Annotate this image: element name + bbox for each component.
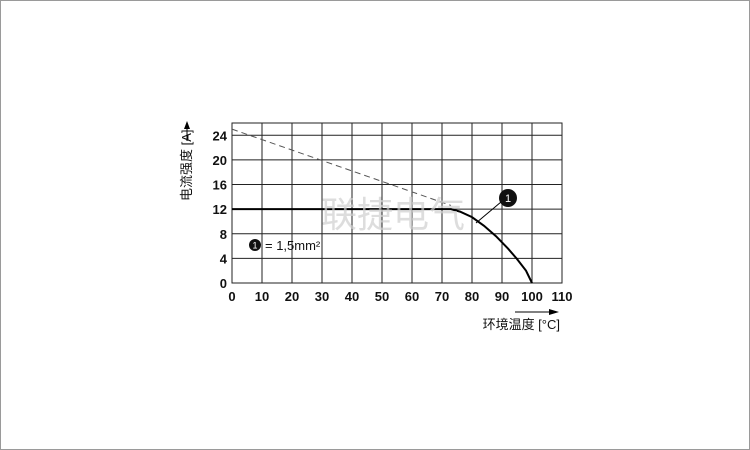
callout-marker	[499, 189, 517, 207]
x-tick-label: 30	[315, 289, 329, 304]
svg-text:电流强度 [A]: 电流强度 [A]	[179, 129, 194, 201]
callout-leader	[475, 201, 502, 224]
y-tick-label: 16	[213, 178, 227, 193]
y-tick-label: 8	[220, 227, 227, 242]
legend: 1 = 1,5mm²	[249, 238, 321, 253]
x-tick-label: 110	[552, 289, 573, 304]
x-tick-label: 60	[405, 289, 419, 304]
y-tick-label: 20	[213, 153, 227, 168]
x-tick-label: 90	[495, 289, 509, 304]
y-tick-label: 12	[213, 202, 227, 217]
x-tick-label: 20	[285, 289, 299, 304]
legend-marker-label: 1	[252, 241, 257, 251]
x-tick-label: 100	[521, 289, 543, 304]
x-tick-label: 70	[435, 289, 449, 304]
svg-text:环境温度 [°C]: 环境温度 [°C]	[483, 317, 560, 332]
y-tick-label: 24	[213, 128, 228, 143]
x-tick-label: 40	[345, 289, 359, 304]
x-tick-label: 80	[465, 289, 479, 304]
legend-text: = 1,5mm²	[265, 238, 321, 253]
y-axis-title: 电流强度 [A]	[179, 121, 194, 201]
callout-marker-label: 1	[505, 193, 511, 205]
derating-curve	[232, 208, 533, 284]
callout: 1	[475, 189, 517, 224]
dashed-limit-line	[231, 128, 452, 206]
x-tick-label: 0	[228, 289, 235, 304]
y-tick-label: 4	[220, 251, 228, 266]
legend-marker	[249, 239, 261, 251]
watermark: 联捷电气	[321, 194, 465, 235]
x-tick-label: 10	[255, 289, 269, 304]
y-tick-label: 0	[220, 276, 227, 291]
x-tick-label: 50	[375, 289, 389, 304]
x-axis-title: 环境温度 [°C]	[483, 309, 560, 332]
